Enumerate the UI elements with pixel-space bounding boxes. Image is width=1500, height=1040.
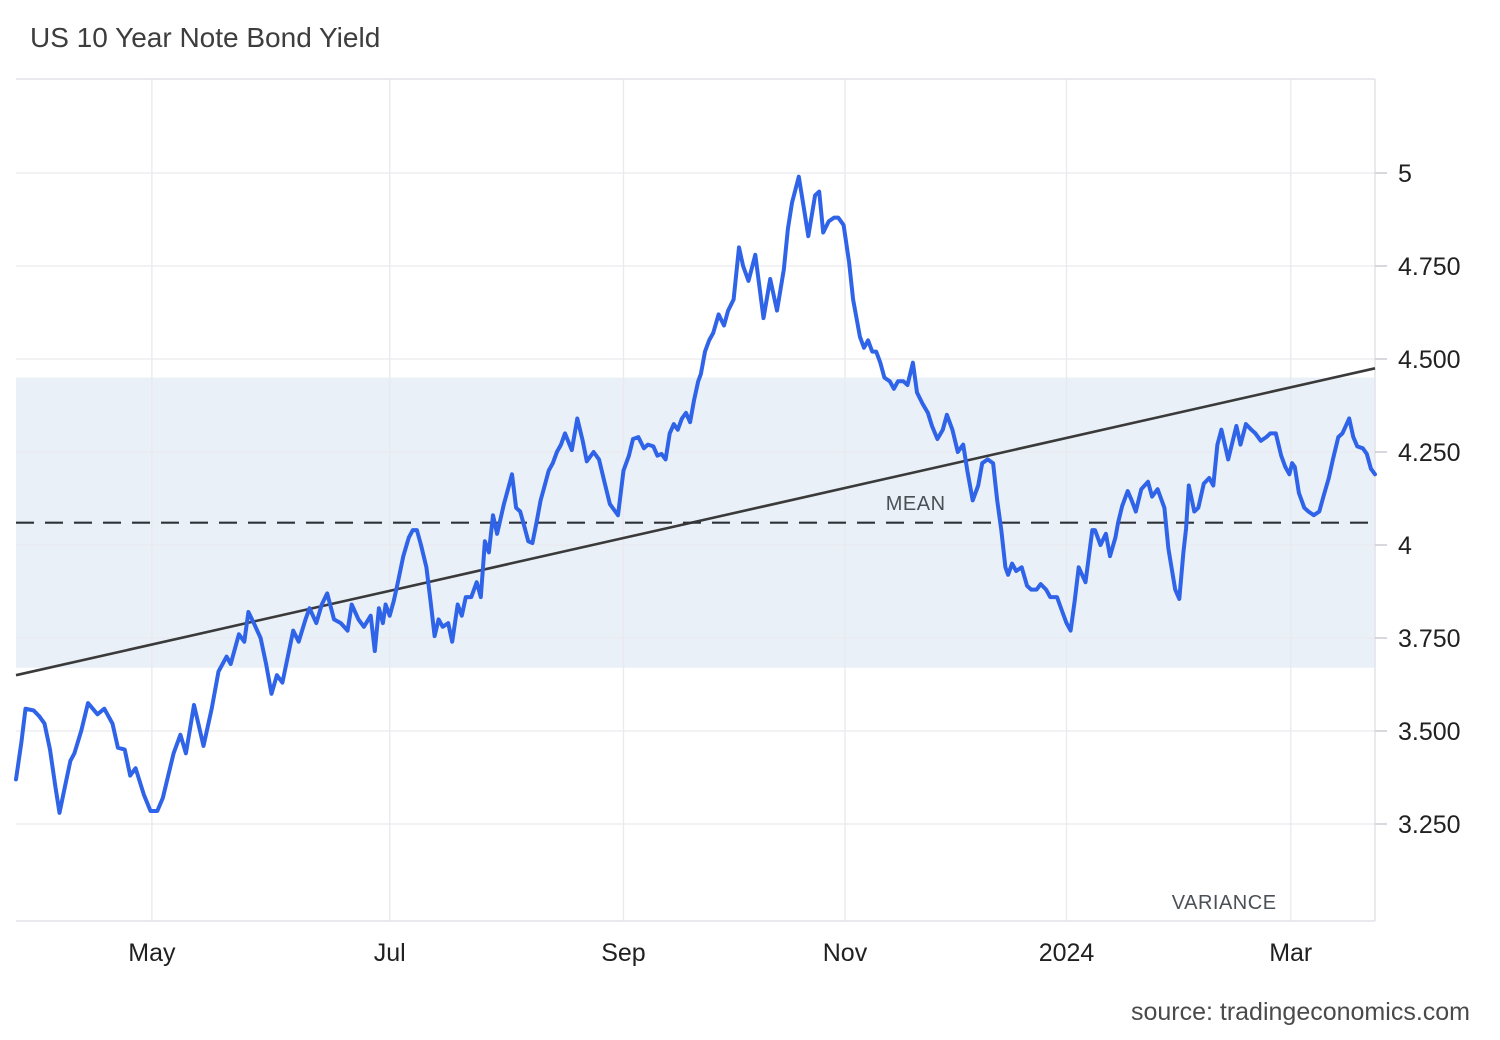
mean-label: MEAN <box>886 493 946 515</box>
y-tick-label: 5 <box>1398 160 1412 188</box>
source-credit: source: tradingeconomics.com <box>1130 998 1470 1026</box>
x-tick-label: Sep <box>601 939 645 967</box>
y-tick-label: 4.250 <box>1398 439 1461 467</box>
x-tick-label: 2024 <box>1039 939 1095 967</box>
x-tick-label: Mar <box>1269 939 1312 967</box>
chart-title: US 10 Year Note Bond Yield <box>30 22 381 53</box>
y-tick-label: 3.250 <box>1398 811 1461 839</box>
y-tick-label: 3.750 <box>1398 625 1461 653</box>
y-tick-label: 4.750 <box>1398 253 1461 281</box>
x-tick-label: May <box>128 939 176 967</box>
y-tick-label: 4.500 <box>1398 346 1461 374</box>
x-tick-label: Nov <box>823 939 868 967</box>
yield-series-line <box>14 174 1377 815</box>
variance-label: VARIANCE <box>1172 892 1277 914</box>
y-tick-label: 3.500 <box>1398 718 1461 746</box>
y-tick-label: 4 <box>1398 532 1412 560</box>
x-tick-label: Jul <box>374 939 406 967</box>
